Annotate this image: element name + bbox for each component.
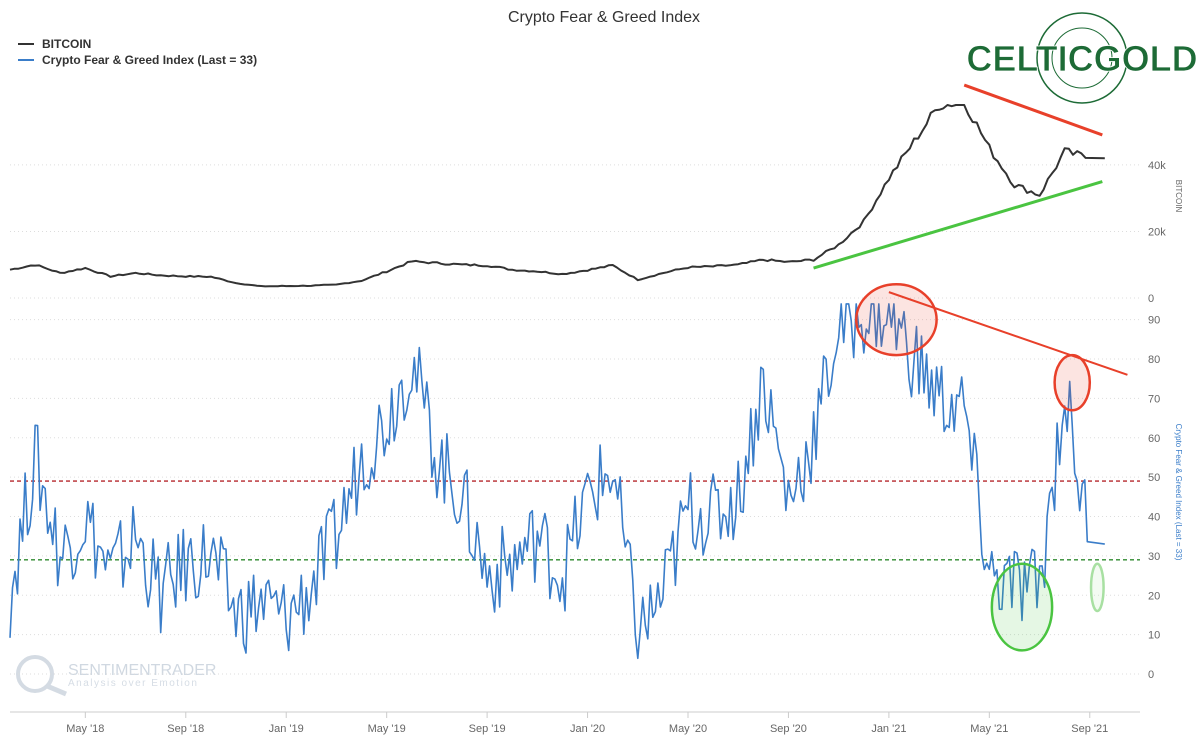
series-line-bitcoin (9, 104, 1105, 288)
y-tick-label-fear-greed: 10 (1148, 630, 1160, 642)
highlight-ellipse (854, 283, 938, 357)
highlight-ellipse (990, 562, 1054, 652)
highlight-ellipse (1053, 353, 1092, 412)
x-axis-ticks: May '18 Sep '18 Jan '19 May '19 Sep '19 Jan '… (66, 712, 1108, 735)
trendline-bitcoin (813, 180, 1103, 270)
x-tick-label: May '21 (970, 723, 1008, 735)
y-axis-ticks: 0 20k 40k 0 10 20 30 40 50 60 70 80 90 (1148, 160, 1166, 681)
y-tick-label-fear-greed: 90 (1148, 315, 1160, 327)
y-axis-label-bitcoin: BITCOIN (1174, 180, 1183, 213)
chart-title: Crypto Fear & Greed Index (508, 9, 700, 26)
x-tick-label: Jan '19 (269, 723, 304, 735)
legend: BITCOIN Crypto Fear & Greed Index (Last … (18, 37, 257, 67)
celticgold-logo: CELTICGOLD (966, 12, 1198, 104)
trendline-fear-greed (888, 291, 1128, 376)
x-tick-label: Sep '18 (167, 723, 204, 735)
logo-knot-ring-inner (1051, 27, 1113, 89)
x-tick-label: May '19 (368, 723, 406, 735)
watermark: SENTIMENTRADER Analysis over Emotion (16, 655, 216, 697)
y-tick-label-bitcoin: 0 (1148, 293, 1154, 305)
x-tick-label: May '18 (66, 723, 104, 735)
watermark-text: SENTIMENTRADER (68, 662, 216, 679)
logo-knot-ring (1036, 12, 1128, 104)
legend-label-bitcoin[interactable]: BITCOIN (42, 37, 91, 51)
highlight-ellipse (1089, 562, 1105, 613)
x-tick-label: Jan '20 (570, 723, 605, 735)
legend-label-fear-greed[interactable]: Crypto Fear & Greed Index (Last = 33) (42, 53, 257, 67)
y-tick-label-fear-greed: 50 (1148, 472, 1160, 484)
grid-lines (10, 164, 1140, 675)
annotations (813, 83, 1128, 652)
logo-text: CELTICGOLD (966, 38, 1197, 79)
x-tick-label: Sep '21 (1071, 723, 1108, 735)
x-tick-label: Sep '20 (770, 723, 807, 735)
y-tick-label-fear-greed: 60 (1148, 433, 1160, 445)
watermark-icon-handle (46, 683, 67, 697)
y-tick-label-bitcoin: 40k (1148, 160, 1166, 172)
y-axis-label-fear-greed: Crypto Fear & Greed Index (Last = 33) (1174, 424, 1183, 561)
x-tick-label: Sep '19 (469, 723, 506, 735)
reference-lines (10, 480, 1140, 561)
y-tick-label-bitcoin: 20k (1148, 226, 1166, 238)
y-tick-label-fear-greed: 20 (1148, 590, 1160, 602)
y-tick-label-fear-greed: 40 (1148, 512, 1160, 524)
x-tick-label: May '20 (669, 723, 707, 735)
trendline-bitcoin (963, 83, 1103, 137)
series-line-fear-greed (9, 303, 1105, 660)
series (9, 104, 1105, 660)
y-tick-label-fear-greed: 30 (1148, 551, 1160, 563)
y-tick-label-fear-greed: 80 (1148, 354, 1160, 366)
watermark-subtext: Analysis over Emotion (68, 678, 198, 689)
y-tick-label-fear-greed: 70 (1148, 393, 1160, 405)
x-tick-label: Jan '21 (871, 723, 906, 735)
y-tick-label-fear-greed: 0 (1148, 669, 1154, 681)
